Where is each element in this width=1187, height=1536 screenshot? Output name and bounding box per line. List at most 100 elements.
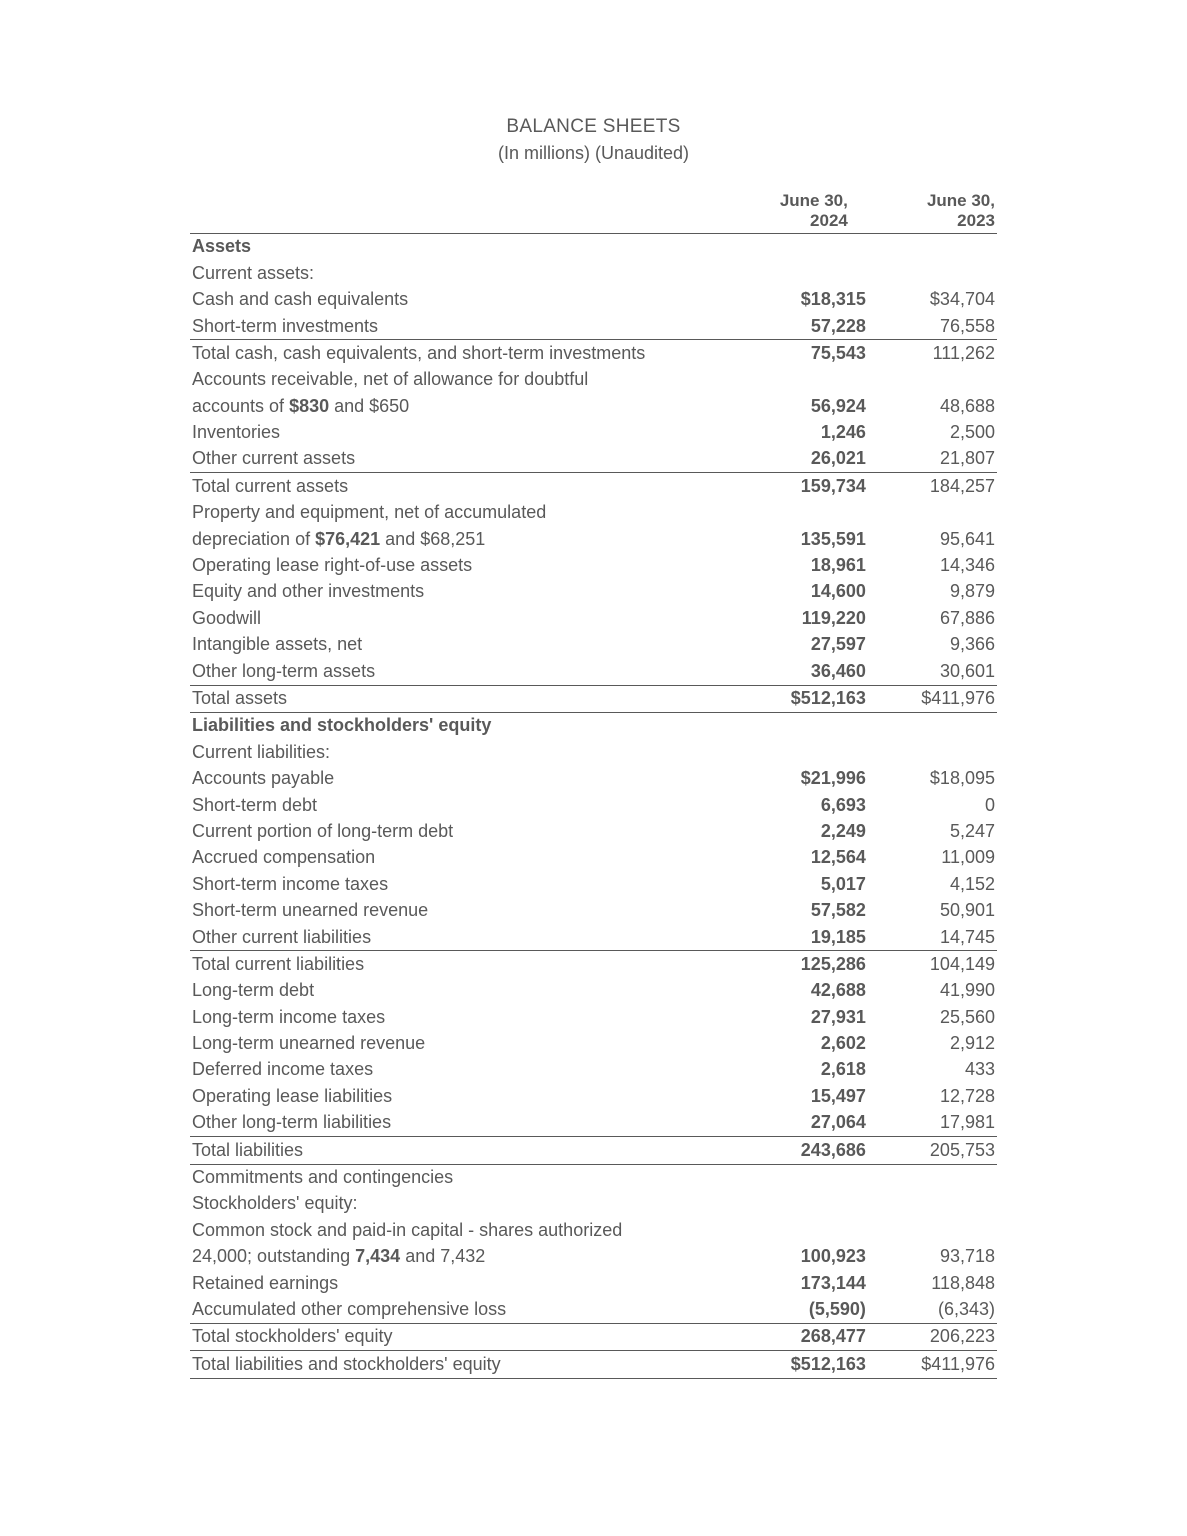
row-val-2024: 27,064 xyxy=(723,1110,868,1137)
section-header-assets: Assets xyxy=(190,233,723,260)
row-label: accounts of $830 and $650 xyxy=(190,393,723,419)
row-val-2023: $18,095 xyxy=(868,766,997,792)
row-val-2023: 0 xyxy=(868,792,997,818)
row-val-2023: 5,247 xyxy=(868,818,997,844)
row-val-2024: 56,924 xyxy=(723,393,868,419)
row-val-2023: 21,807 xyxy=(868,446,997,473)
row-val-2024: $512,163 xyxy=(723,685,868,712)
row-label: depreciation of $76,421 and $68,251 xyxy=(190,526,723,552)
row-val-2024: 75,543 xyxy=(723,340,868,367)
table-row: Other current liabilities 19,185 14,745 xyxy=(190,924,997,951)
row-val-2023: 9,879 xyxy=(868,579,997,605)
row-label: Long-term debt xyxy=(190,978,723,1004)
table-row: Retained earnings 173,144 118,848 xyxy=(190,1270,997,1296)
row-label: Total cash, cash equivalents, and short-… xyxy=(190,340,723,367)
row-label: Current portion of long-term debt xyxy=(190,818,723,844)
table-row: Accounts payable $21,996 $18,095 xyxy=(190,766,997,792)
row-label: Other long-term assets xyxy=(190,658,723,685)
row-val-2024: 2,249 xyxy=(723,818,868,844)
table-row: Total stockholders' equity 268,477 206,2… xyxy=(190,1323,997,1350)
row-val-2024: 119,220 xyxy=(723,605,868,631)
table-row: Long-term income taxes 27,931 25,560 xyxy=(190,1004,997,1030)
page-subtitle: (In millions) (Unaudited) xyxy=(190,142,997,165)
col-header-2023: June 30,2023 xyxy=(868,189,997,233)
row-label: Long-term income taxes xyxy=(190,1004,723,1030)
row-val-2023: 14,745 xyxy=(868,924,997,951)
table-row: Total assets $512,163 $411,976 xyxy=(190,685,997,712)
row-label: Accounts payable xyxy=(190,766,723,792)
row-label: 24,000; outstanding 7,434 and 7,432 xyxy=(190,1244,723,1270)
table-row: 24,000; outstanding 7,434 and 7,432 100,… xyxy=(190,1244,997,1270)
row-val-2023: 14,346 xyxy=(868,553,997,579)
row-label: Total assets xyxy=(190,685,723,712)
table-row: Inventories 1,246 2,500 xyxy=(190,420,997,446)
row-val-2024: 12,564 xyxy=(723,845,868,871)
row-val-2024: 14,600 xyxy=(723,579,868,605)
row-val-2023: 12,728 xyxy=(868,1083,997,1109)
row-val-2024: 125,286 xyxy=(723,951,868,978)
row-val-2024: 100,923 xyxy=(723,1244,868,1270)
row-val-2023: $411,976 xyxy=(868,685,997,712)
table-row: Other long-term liabilities 27,064 17,98… xyxy=(190,1110,997,1137)
row-val-2023: 25,560 xyxy=(868,1004,997,1030)
row-val-2023: 17,981 xyxy=(868,1110,997,1137)
table-row: Long-term debt 42,688 41,990 xyxy=(190,978,997,1004)
row-label: Total liabilities xyxy=(190,1137,723,1164)
table-row: Intangible assets, net 27,597 9,366 xyxy=(190,632,997,658)
row-val-2024: 27,597 xyxy=(723,632,868,658)
row-label: Short-term debt xyxy=(190,792,723,818)
row-val-2024: 243,686 xyxy=(723,1137,868,1164)
row-val-2024: 2,618 xyxy=(723,1057,868,1083)
row-label: Long-term unearned revenue xyxy=(190,1031,723,1057)
row-label: Short-term income taxes xyxy=(190,871,723,897)
row-val-2023: 433 xyxy=(868,1057,997,1083)
row-label: Total current assets xyxy=(190,473,723,500)
table-row: Equity and other investments 14,600 9,87… xyxy=(190,579,997,605)
row-val-2024: (5,590) xyxy=(723,1296,868,1323)
row-val-2024: 26,021 xyxy=(723,446,868,473)
row-val-2024: $21,996 xyxy=(723,766,868,792)
row-label: Other long-term liabilities xyxy=(190,1110,723,1137)
row-val-2024: $18,315 xyxy=(723,287,868,313)
row-val-2024: 2,602 xyxy=(723,1031,868,1057)
row-val-2023: 9,366 xyxy=(868,632,997,658)
table-row: depreciation of $76,421 and $68,251 135,… xyxy=(190,526,997,552)
row-val-2023: $411,976 xyxy=(868,1351,997,1378)
row-label: Other current assets xyxy=(190,446,723,473)
row-val-2023: 2,500 xyxy=(868,420,997,446)
row-label: Stockholders' equity: xyxy=(190,1191,723,1217)
row-label: Inventories xyxy=(190,420,723,446)
row-label: Short-term unearned revenue xyxy=(190,898,723,924)
row-val-2024: 57,228 xyxy=(723,313,868,340)
row-val-2023: (6,343) xyxy=(868,1296,997,1323)
row-val-2023: 67,886 xyxy=(868,605,997,631)
table-row: Deferred income taxes 2,618 433 xyxy=(190,1057,997,1083)
row-label: Total stockholders' equity xyxy=(190,1323,723,1350)
row-val-2023: 41,990 xyxy=(868,978,997,1004)
row-val-2024: 268,477 xyxy=(723,1323,868,1350)
table-row: Other long-term assets 36,460 30,601 xyxy=(190,658,997,685)
table-row: Current liabilities: xyxy=(190,739,997,765)
table-row: Cash and cash equivalents $18,315 $34,70… xyxy=(190,287,997,313)
row-val-2023: 76,558 xyxy=(868,313,997,340)
row-label: Deferred income taxes xyxy=(190,1057,723,1083)
row-label: Intangible assets, net xyxy=(190,632,723,658)
row-label: Common stock and paid-in capital - share… xyxy=(190,1217,723,1243)
row-val-2024: 18,961 xyxy=(723,553,868,579)
row-val-2023: 111,262 xyxy=(868,340,997,367)
row-val-2024: 6,693 xyxy=(723,792,868,818)
row-val-2023: 2,912 xyxy=(868,1031,997,1057)
row-val-2023: 50,901 xyxy=(868,898,997,924)
row-val-2024: 19,185 xyxy=(723,924,868,951)
section-header-liab-eq: Liabilities and stockholders' equity xyxy=(190,712,723,739)
row-val-2024: 15,497 xyxy=(723,1083,868,1109)
row-val-2023: 205,753 xyxy=(868,1137,997,1164)
row-val-2023: 95,641 xyxy=(868,526,997,552)
row-val-2023: 30,601 xyxy=(868,658,997,685)
table-row: Current assets: xyxy=(190,260,997,286)
table-row: Operating lease right-of-use assets 18,9… xyxy=(190,553,997,579)
row-val-2023: 4,152 xyxy=(868,871,997,897)
table-row: accounts of $830 and $650 56,924 48,688 xyxy=(190,393,997,419)
row-val-2024: $512,163 xyxy=(723,1351,868,1378)
table-row: Current portion of long-term debt 2,249 … xyxy=(190,818,997,844)
